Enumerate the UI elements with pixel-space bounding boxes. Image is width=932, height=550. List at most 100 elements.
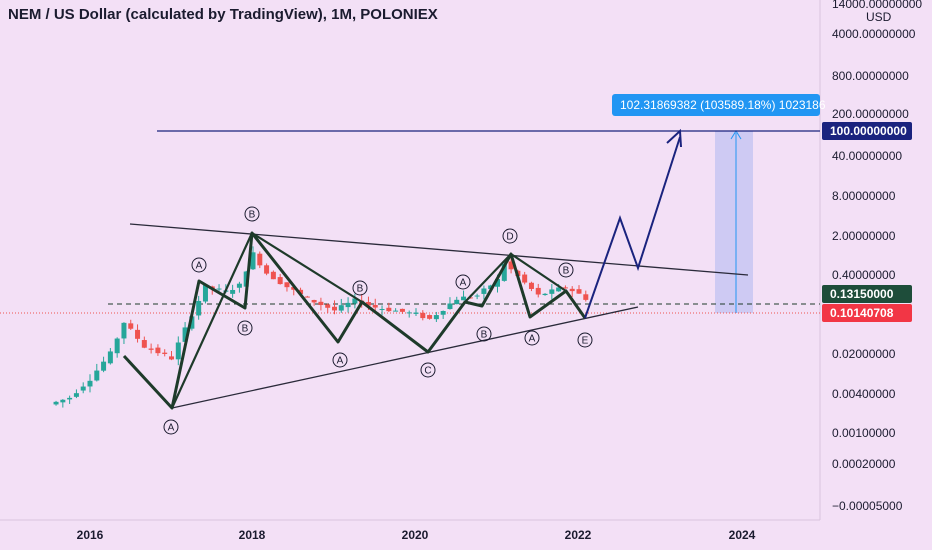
candle-body: [162, 352, 168, 354]
candle-body: [264, 265, 270, 274]
close-price-badge: 0.10140708: [830, 306, 894, 320]
candle-body: [121, 322, 127, 339]
projection-arrow-head: [666, 128, 682, 148]
candle-body: [128, 323, 134, 329]
wave-outline: [170, 231, 363, 409]
candle-body: [175, 342, 181, 360]
y-tick-label: 0.40000000: [832, 268, 896, 282]
candle-body: [549, 289, 555, 294]
candle-body: [508, 261, 514, 270]
y-tick-label: 0.00100000: [832, 426, 896, 440]
wave-label-circle: [352, 280, 368, 296]
wave-label: A: [168, 423, 175, 434]
last-price-badge: 0.13150000: [830, 287, 894, 301]
candle-body: [386, 307, 392, 312]
candle-body: [67, 397, 73, 400]
wave-label-circle: [558, 262, 574, 278]
x-tick-label: 2024: [729, 528, 756, 542]
upper-trendline: [129, 223, 749, 276]
target-price-badge-bg: [822, 122, 912, 140]
candle-body: [236, 283, 242, 288]
candle-body: [318, 301, 324, 306]
candle-body: [495, 278, 500, 287]
x-tick-label: 2016: [77, 528, 104, 542]
candle-body: [372, 304, 378, 308]
x-tick-label: 2020: [402, 528, 429, 542]
wave-label-circle: [420, 362, 436, 378]
wave-label-circle: [577, 332, 593, 348]
wave-label-circle: [455, 274, 471, 290]
target-price-badge: 100.00000000: [830, 124, 907, 138]
wave-label: B: [481, 330, 488, 341]
candle-body: [332, 306, 337, 311]
candle-body: [148, 348, 154, 350]
wave-label: A: [460, 278, 467, 289]
candle-body: [325, 304, 331, 308]
candle-body: [406, 312, 412, 314]
wave-label-circle: [332, 352, 348, 368]
candle-body: [352, 298, 358, 304]
y-tick-label: 0.02000000: [832, 347, 896, 361]
candle-body: [216, 288, 222, 290]
candle-body: [399, 308, 405, 312]
y-tick-label: 40.00000000: [832, 149, 902, 163]
candle-body: [230, 289, 236, 294]
candle-body: [277, 277, 283, 285]
wave-label: A: [529, 334, 536, 345]
candle-body: [257, 253, 263, 266]
candle-body: [433, 315, 439, 320]
y-unit-label: USD: [866, 10, 892, 24]
wave-label: D: [506, 232, 513, 243]
candle-body: [202, 284, 208, 302]
candle-body: [562, 287, 568, 289]
candle-body: [583, 294, 589, 300]
wave-label: E: [582, 336, 589, 347]
candle-body: [311, 299, 317, 303]
candle-body: [542, 293, 548, 296]
candle-body: [427, 315, 433, 319]
candle-body: [338, 305, 344, 311]
candle-body: [135, 329, 141, 339]
wave-label-circle: [476, 326, 492, 342]
price-axis-panel: [820, 0, 932, 550]
candle-body: [454, 299, 460, 305]
candle-body: [80, 386, 86, 391]
chart-title: NEM / US Dollar (calculated by TradingVi…: [8, 6, 438, 23]
candle-body: [73, 393, 79, 397]
wave-label-circle: [163, 419, 179, 435]
wave-pattern: [122, 231, 587, 410]
candle-body: [556, 287, 562, 292]
candle-body: [270, 271, 276, 280]
x-tick-label: 2022: [565, 528, 592, 542]
x-tick-label: 2018: [239, 528, 266, 542]
candle-body: [522, 274, 528, 283]
candle-body: [379, 309, 385, 311]
candle-body: [474, 295, 480, 297]
candle-body: [196, 300, 202, 316]
wave-label: B: [242, 324, 249, 335]
wave-outline: [464, 252, 567, 303]
wave-label: A: [196, 261, 203, 272]
wave-label: B: [563, 266, 570, 277]
candle-body: [528, 282, 534, 289]
candle-body: [182, 327, 188, 342]
candle-body: [94, 370, 100, 381]
measure-box: [715, 131, 753, 313]
measure-label: 102.31869382 (103589.18%) 1023186: [620, 98, 826, 112]
candle-body: [345, 302, 351, 308]
candle-body: [291, 287, 297, 290]
y-tick-label: 4000.00000000: [832, 27, 916, 41]
projection-path: [584, 136, 681, 319]
candle-body: [501, 263, 507, 281]
wave-label-circle: [502, 228, 518, 244]
last-price-badge-bg: [822, 285, 912, 303]
candle-body: [189, 316, 195, 329]
candle-body: [60, 399, 66, 403]
wave-label-circle: [191, 257, 207, 273]
candle-body: [440, 310, 446, 315]
wave-label: C: [424, 366, 431, 377]
measure-label-box: [612, 94, 820, 116]
candle-body: [447, 303, 453, 310]
candle-body: [169, 356, 174, 360]
